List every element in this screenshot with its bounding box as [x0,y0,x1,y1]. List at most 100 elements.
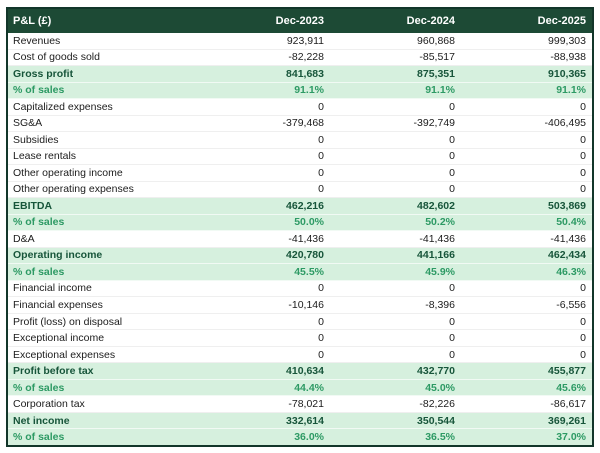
table-row: % of sales 91.1% 91.1% 91.1% [8,82,592,100]
row-label: Subsidies [13,133,59,146]
row-label: Cost of goods sold [13,51,100,64]
table-row: Profit (loss) on disposal 0 0 0 [8,313,592,331]
row-value: 369,261 [548,414,586,427]
table-row: EBITDA 462,216 482,602 503,869 [8,198,592,215]
row-value: -10,146 [288,299,324,311]
row-value: 0 [318,332,324,345]
row-value: 0 [318,166,324,179]
table-row: Cost of goods sold -82,228 -85,517 -88,938 [8,49,592,67]
row-label: D&A [13,232,35,245]
row-value: 37.0% [556,431,586,444]
row-value: 0 [580,100,586,113]
row-label: % of sales [13,84,65,97]
row-value: -41,436 [550,232,586,245]
table-row: Capitalized expenses 0 0 0 [8,99,592,116]
row-label: Exceptional expenses [13,348,116,361]
row-label: Exceptional income [13,332,105,345]
row-value: 432,770 [417,365,455,378]
row-label: Financial income [13,282,92,295]
row-value: 0 [580,183,586,196]
table-row: Other operating expenses 0 0 0 [8,181,592,199]
row-value: 0 [449,100,455,113]
row-label: Capitalized expenses [13,100,113,113]
row-value: 960,868 [417,34,455,47]
row-label: Lease rentals [13,150,77,163]
table-row: Profit before tax 410,634 432,770 455,877 [8,363,592,380]
row-value: 441,166 [417,249,455,262]
row-value: 0 [580,133,586,146]
row-value: 50.0% [294,216,324,229]
table-row: Other operating income 0 0 0 [8,165,592,182]
table-row: Exceptional income 0 0 0 [8,330,592,347]
row-label: Operating income [13,249,103,262]
row-value: -41,436 [288,232,324,245]
row-value: 0 [580,315,586,328]
row-label: Net income [13,414,70,427]
table-row: Exceptional expenses 0 0 0 [8,346,592,364]
row-value: 36.5% [425,431,455,444]
row-value: 36.0% [294,431,324,444]
row-value: -406,495 [544,117,586,130]
row-value: 482,602 [417,199,455,212]
table-row: Revenues 923,911 960,868 999,303 [8,33,592,50]
row-label: % of sales [13,265,65,278]
row-value: 0 [449,348,455,361]
row-value: 0 [580,282,586,295]
row-value: 0 [318,100,324,113]
row-value: -85,517 [419,51,455,64]
row-label: Other operating expenses [13,183,134,196]
table-row: % of sales 45.5% 45.9% 46.3% [8,264,592,281]
row-value: 0 [449,332,455,345]
row-value: -6,556 [556,299,586,311]
table-row: Subsidies 0 0 0 [8,132,592,149]
row-value: 91.1% [294,84,324,97]
row-value: 45.9% [425,265,455,278]
row-value: 350,544 [417,414,455,427]
row-value: 50.2% [425,216,455,229]
row-value: 999,303 [548,34,586,47]
row-value: 462,216 [286,199,324,212]
row-value: 44.4% [294,381,324,394]
row-label: Profit (loss) on disposal [13,315,123,328]
column-header: Dec-2025 [537,15,586,27]
row-value: 0 [449,282,455,295]
row-value: 0 [318,150,324,163]
table-row: Gross profit 841,683 875,351 910,365 [8,66,592,83]
row-value: -88,938 [550,51,586,64]
row-value: 503,869 [548,199,586,212]
row-value: 0 [318,348,324,361]
row-label: SG&A [13,117,43,130]
table-row: Financial expenses -10,146 -8,396 -6,556 [8,297,592,314]
row-value: -379,468 [282,117,324,130]
row-value: 45.6% [556,381,586,394]
table-row: D&A -41,436 -41,436 -41,436 [8,231,592,248]
table-row: Net income 332,614 350,544 369,261 [8,412,592,430]
table-row: Corporation tax -78,021 -82,226 -86,617 [8,396,592,413]
table-header-row: P&L (£) Dec-2023 Dec-2024 Dec-2025 [8,9,592,33]
table-row: SG&A -379,468 -392,749 -406,495 [8,115,592,133]
column-header: Dec-2023 [275,15,324,27]
table-row: Operating income 420,780 441,166 462,434 [8,247,592,265]
row-value: -86,617 [550,398,586,411]
row-value: 0 [449,166,455,179]
row-value: 923,911 [286,34,324,47]
row-value: 455,877 [548,365,586,378]
row-label: Financial expenses [13,299,103,311]
row-value: 45.0% [425,381,455,394]
row-label: Profit before tax [13,365,94,378]
row-value: 875,351 [417,67,455,80]
row-value: 0 [449,183,455,196]
row-value: 0 [580,150,586,163]
table-row: % of sales 50.0% 50.2% 50.4% [8,214,592,232]
row-value: 841,683 [286,67,324,80]
row-value: 91.1% [425,84,455,97]
table-row: Financial income 0 0 0 [8,280,592,298]
row-value: 332,614 [286,414,324,427]
row-label: Corporation tax [13,398,85,411]
row-value: 0 [318,133,324,146]
row-value: 910,365 [548,67,586,80]
row-value: -392,749 [413,117,455,130]
row-label: Gross profit [13,67,74,80]
row-value: 0 [580,348,586,361]
table-body: Revenues 923,911 960,868 999,303 Cost of goo… [8,33,592,445]
